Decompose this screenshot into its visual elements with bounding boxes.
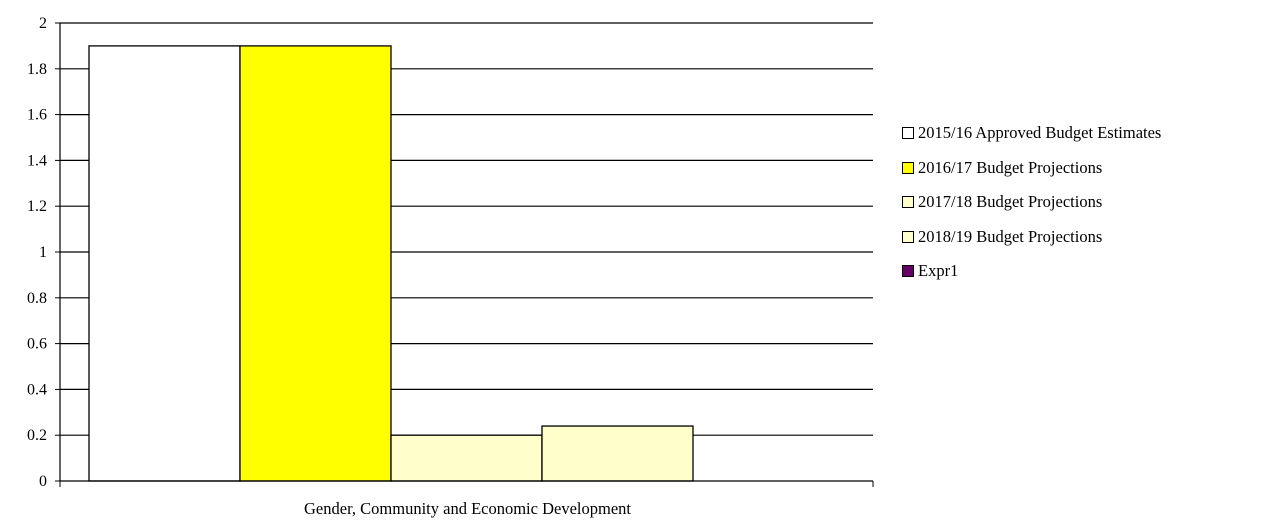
legend-item: Expr1	[902, 254, 1161, 289]
y-tick-label: 1.4	[27, 152, 47, 169]
bar	[541, 425, 694, 482]
bar	[88, 45, 241, 482]
y-tick-labels: 0 0.2 0.4 0.6 0.8 1 1.2 1.4 1.6 1.8 2	[27, 15, 47, 490]
y-tick-label: 1.8	[27, 61, 47, 78]
x-category-label: Gender, Community and Economic Developme…	[304, 499, 631, 518]
legend-item: 2015/16 Approved Budget Estimates	[902, 116, 1161, 151]
y-tick-label: 1.2	[27, 198, 47, 215]
legend-item: 2017/18 Budget Projections	[902, 185, 1161, 220]
legend-item: 2018/19 Budget Projections	[902, 220, 1161, 255]
legend-item: 2016/17 Budget Projections	[902, 151, 1161, 186]
legend-swatch	[902, 127, 914, 140]
legend-swatch	[902, 196, 914, 209]
bar	[239, 45, 392, 482]
bar	[390, 434, 543, 482]
legend: 2015/16 Approved Budget Estimates 2016/17…	[902, 116, 1161, 289]
y-tick-label: 0.2	[27, 427, 47, 444]
y-tick-label: 0.6	[27, 336, 47, 353]
legend-label: 2016/17 Budget Projections	[918, 157, 1103, 177]
legend-label: 2015/16 Approved Budget Estimates	[918, 123, 1162, 143]
y-tick-label: 0	[39, 473, 47, 490]
y-tick-label: 1	[39, 244, 47, 261]
legend-label: 2018/19 Budget Projections	[918, 226, 1103, 246]
legend-label: 2017/18 Budget Projections	[918, 192, 1103, 212]
y-tick-label: 2	[39, 15, 47, 32]
axes	[55, 22, 874, 487]
y-tick-label: 1.6	[27, 107, 47, 124]
legend-swatch	[902, 265, 914, 278]
y-tick-label: 0.8	[27, 290, 47, 307]
legend-label: Expr1	[918, 261, 959, 281]
legend-swatch	[902, 161, 914, 174]
bars	[88, 45, 694, 482]
y-tick-label: 0.4	[27, 381, 47, 398]
x-tick-labels: Gender, Community and Economic Developme…	[304, 499, 631, 518]
legend-swatch	[902, 230, 914, 243]
